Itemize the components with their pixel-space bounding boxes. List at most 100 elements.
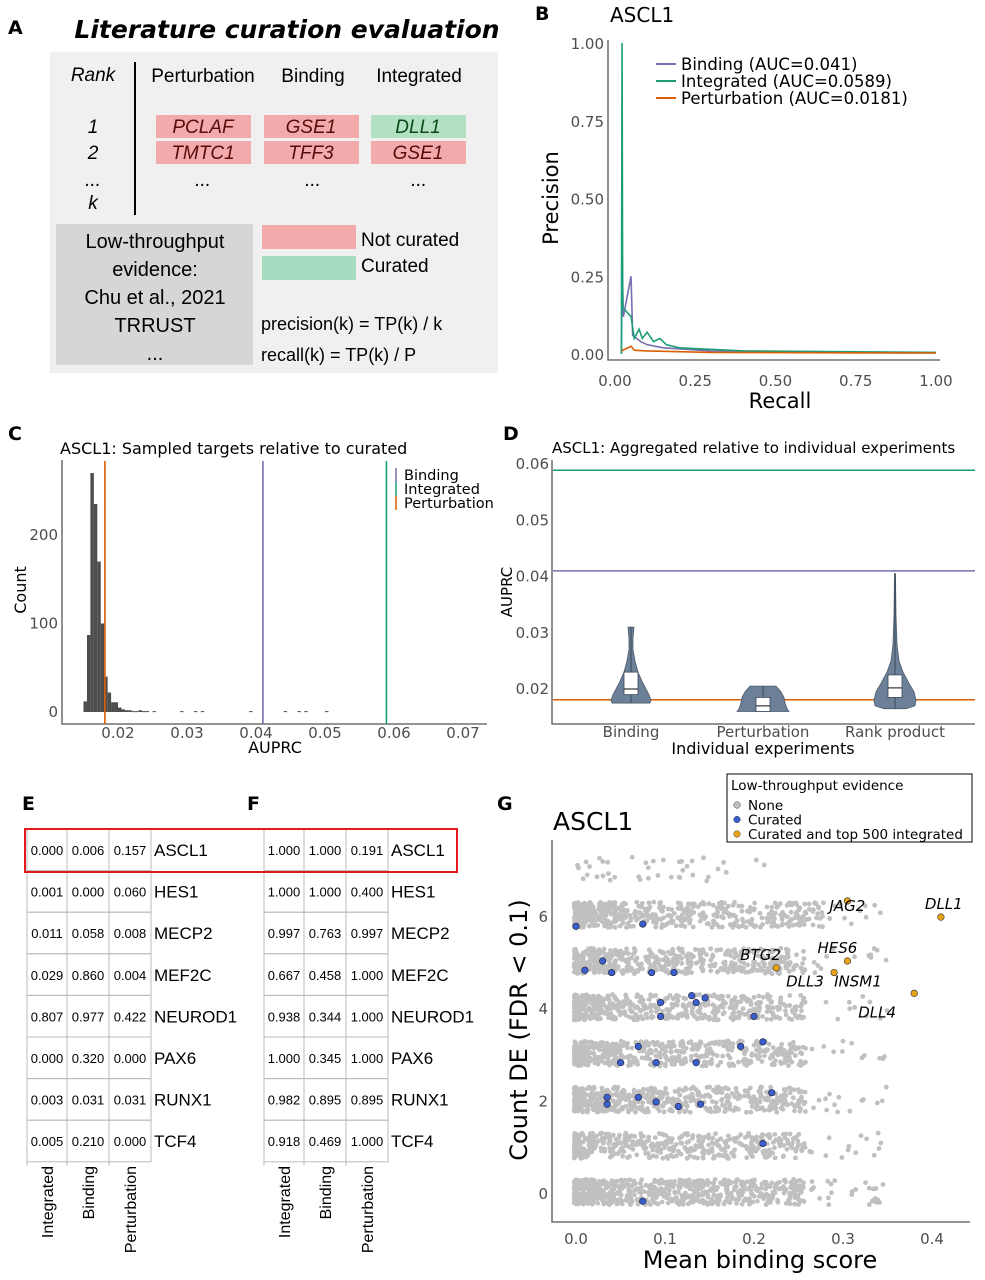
point-none: [646, 1155, 652, 1161]
point-none: [627, 1154, 632, 1159]
point-none: [571, 901, 577, 906]
point-none: [690, 902, 695, 908]
point-curated: [634, 1093, 642, 1101]
point-none: [726, 1178, 732, 1184]
point-none: [756, 993, 762, 999]
point-none: [787, 1190, 793, 1196]
point-none: [663, 962, 669, 968]
point-none: [716, 1198, 722, 1203]
gene-label: BTG2: [740, 946, 781, 964]
point-none: [724, 1041, 730, 1047]
point-none: [766, 911, 772, 917]
point-none: [574, 1141, 580, 1146]
point-none: [591, 1051, 597, 1056]
x-tick-label: 0.4: [920, 1230, 944, 1248]
point-none: [701, 1200, 707, 1206]
point-none: [574, 1108, 580, 1114]
point-none: [749, 1051, 755, 1057]
not-curated-cell: [264, 115, 359, 138]
point-none: [874, 1100, 880, 1106]
point-none: [692, 1013, 698, 1019]
point-none: [633, 1012, 639, 1017]
point-none: [643, 1145, 649, 1151]
point-none: [788, 1144, 794, 1150]
point-none: [759, 915, 765, 921]
point-none: [769, 1196, 775, 1202]
point-none: [617, 1008, 622, 1014]
point-none: [696, 1133, 701, 1139]
point-none: [603, 1004, 609, 1010]
point-none: [620, 920, 626, 926]
point-none: [711, 1155, 716, 1161]
point-none: [574, 970, 580, 976]
point-none: [679, 1013, 685, 1019]
point-none: [830, 946, 836, 951]
point-none: [571, 1195, 577, 1201]
x-tick-label: 0.50: [759, 372, 792, 390]
histogram-bar: [145, 711, 150, 713]
point-none: [595, 1138, 600, 1144]
point-none: [812, 970, 818, 976]
not-curated-cell: [156, 115, 251, 138]
point-none: [787, 1196, 793, 1202]
point-none: [591, 1180, 597, 1185]
histogram-bar: [142, 711, 146, 713]
cell-value: 0.344: [309, 1009, 342, 1024]
histogram-bar: [249, 711, 253, 713]
point-curated: [696, 1100, 705, 1108]
cell-value: 1.000: [351, 968, 384, 983]
point-none: [571, 1200, 577, 1206]
panel-letter-b: B: [535, 3, 549, 25]
point-none: [725, 1098, 731, 1104]
point-none: [623, 914, 629, 920]
point-none: [614, 1198, 620, 1204]
point-none: [648, 1143, 654, 1149]
point-none: [661, 1109, 667, 1115]
point-none: [686, 1194, 692, 1200]
point-none: [760, 953, 765, 959]
point-none: [798, 1050, 804, 1056]
point-none: [663, 954, 669, 960]
point-none: [638, 1105, 644, 1110]
point-none: [590, 904, 596, 910]
point-none: [823, 999, 829, 1005]
point-none: [621, 1094, 627, 1100]
point-none: [685, 1149, 691, 1155]
point-none: [746, 949, 752, 955]
point-none: [724, 951, 730, 957]
point-none: [688, 1098, 694, 1104]
point-none: [650, 1147, 656, 1153]
point-none: [657, 1052, 663, 1057]
point-none: [742, 1134, 748, 1140]
point-none: [816, 923, 822, 929]
point-none: [633, 1060, 639, 1066]
point-none: [618, 1038, 624, 1044]
point-none: [852, 1005, 858, 1010]
point-none: [643, 860, 649, 866]
point-none: [670, 1154, 676, 1160]
point-none: [788, 909, 794, 915]
point-none: [577, 953, 583, 959]
y-tick-label: 0.06: [516, 455, 549, 473]
y-axis-label: Precision: [539, 151, 563, 245]
point-none: [748, 1058, 754, 1064]
point-none: [660, 1155, 666, 1161]
gene-label: DLL3: [786, 973, 824, 991]
point-none: [878, 1140, 884, 1146]
point-none: [597, 1186, 603, 1191]
histogram-bar: [90, 473, 94, 712]
point-none: [579, 902, 585, 908]
point-none: [696, 947, 702, 953]
point-none: [793, 900, 799, 906]
ellipsis: ...: [411, 170, 427, 191]
point-none: [846, 999, 852, 1005]
point-none: [782, 1056, 788, 1062]
cell-value: 0.807: [31, 1009, 64, 1024]
point-none: [665, 1200, 671, 1206]
point-none: [776, 971, 782, 977]
point-none: [781, 1142, 787, 1148]
point-none: [778, 1061, 784, 1066]
histogram-bar: [124, 710, 129, 712]
point-none: [882, 1054, 887, 1059]
point-none: [588, 1133, 594, 1139]
